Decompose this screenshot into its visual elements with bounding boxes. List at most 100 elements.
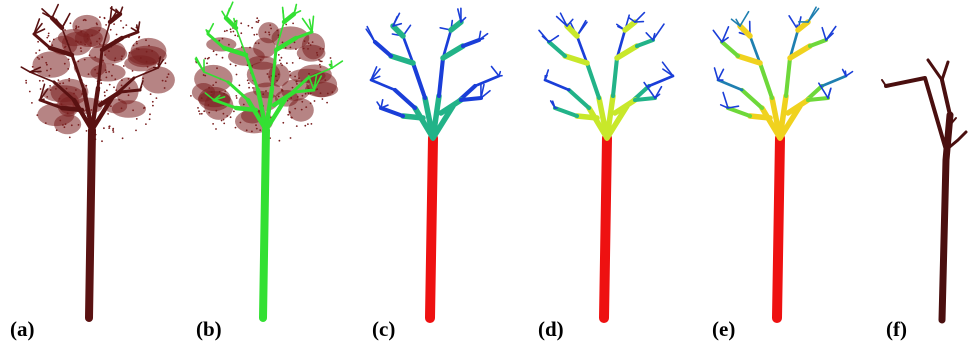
cylinder-branch: [438, 97, 464, 116]
leaf-point: [262, 93, 265, 96]
leaf-point: [204, 57, 207, 60]
leaf-point: [247, 82, 250, 84]
cylinder-branch: [805, 95, 831, 103]
wood-branch: [49, 15, 65, 31]
cylinder-twig: [549, 100, 556, 109]
wood-branch: [244, 53, 260, 92]
leaf-point: [143, 106, 146, 109]
leaf-point: [289, 137, 292, 139]
leaf-point: [289, 74, 292, 77]
cylinder-branch: [739, 87, 765, 111]
wood-twig: [109, 7, 121, 15]
leaf-point: [249, 46, 251, 49]
leaf-point: [163, 87, 166, 89]
wood-branch: [203, 71, 229, 83]
cylinder-branch: [460, 37, 482, 49]
leaf-point: [275, 75, 277, 78]
leaf-point: [200, 112, 203, 115]
leaf-point: [77, 26, 80, 28]
wood-branch: [226, 80, 250, 102]
leaf-point: [238, 84, 241, 87]
cylinder-branch: [604, 103, 630, 141]
leaf-point: [99, 16, 101, 18]
skeleton-segment: [940, 78, 952, 117]
leaf-point: [124, 55, 157, 72]
cylinder-branch: [647, 74, 675, 88]
leaf-point: [148, 118, 151, 121]
leaf-point: [164, 62, 167, 65]
leaf-point: [307, 92, 310, 95]
wood-twig: [157, 56, 162, 69]
leaf-point: [311, 41, 314, 43]
leaf-point: [110, 105, 112, 107]
leaf-point: [121, 79, 123, 82]
leaf-point: [85, 84, 88, 87]
cylinder-branch: [634, 37, 656, 49]
leaf-point: [212, 84, 215, 86]
leaf-point: [120, 107, 123, 110]
leaf-point: [309, 92, 312, 95]
leaf-point: [75, 26, 78, 29]
cylinder-twig: [654, 85, 663, 99]
cylinder-branch: [388, 53, 416, 66]
leaf-point: [242, 103, 245, 106]
leaf-point: [104, 94, 106, 97]
cylinder-trunk: [425, 133, 438, 323]
skeleton-segment: [940, 60, 950, 82]
leaf-point: [316, 51, 318, 54]
leaf-point: [215, 81, 217, 84]
leaf-point: [149, 93, 152, 95]
wood-twig: [39, 88, 49, 101]
leaf-point: [114, 57, 117, 60]
leaf-point: [292, 22, 294, 25]
wood-branch: [233, 105, 259, 113]
cylinder-twig: [739, 10, 750, 27]
leaf-point: [190, 95, 192, 97]
cylinder-branch: [612, 97, 638, 116]
leaf-point: [208, 56, 210, 59]
leaf-point: [251, 64, 254, 67]
leaf-point: [239, 121, 242, 124]
leaf-point: [98, 43, 101, 45]
wood-twig: [130, 27, 139, 33]
leaf-point: [285, 23, 288, 26]
leaf-point: [70, 124, 73, 127]
leaf-point: [108, 127, 111, 129]
leaf-point: [108, 70, 110, 73]
wood-branch: [118, 88, 142, 94]
leaf-point: [151, 100, 154, 103]
leaf-point: [215, 53, 218, 56]
wood-branch: [99, 35, 125, 53]
cylinder-twig: [544, 74, 548, 81]
leaf-point: [51, 44, 54, 47]
cylinder-branch: [716, 78, 744, 92]
leaf-point: [301, 100, 304, 103]
cylinder-twig: [480, 83, 485, 99]
wood-branch: [235, 27, 247, 56]
cylinder-twig: [727, 105, 740, 109]
wood-twig: [204, 92, 215, 101]
leaf-point: [216, 67, 218, 70]
leaf-point: [247, 24, 250, 27]
leaf-point: [296, 83, 298, 85]
leaf-point: [60, 103, 63, 106]
cylinder-twig: [498, 70, 502, 77]
leaf-point: [229, 28, 232, 31]
leaf-point: [63, 46, 66, 49]
leaf-point: [77, 124, 80, 126]
leaf-point: [136, 47, 138, 50]
wood-branch: [275, 21, 285, 51]
wood-branch: [52, 80, 76, 102]
cylinder-branch: [584, 60, 602, 101]
cylinder-branch: [747, 113, 773, 121]
wood-twig: [313, 75, 323, 91]
cylinder-twig: [538, 29, 550, 43]
leaf-point: [44, 122, 47, 124]
leaf-point: [309, 44, 312, 46]
leaf-point: [81, 93, 83, 95]
cylinder-twig: [788, 15, 799, 31]
leaf-point: [47, 32, 50, 35]
leaf-point: [68, 136, 71, 139]
cylinder-branch: [604, 93, 616, 141]
panel-f-skeleton: [881, 58, 968, 324]
